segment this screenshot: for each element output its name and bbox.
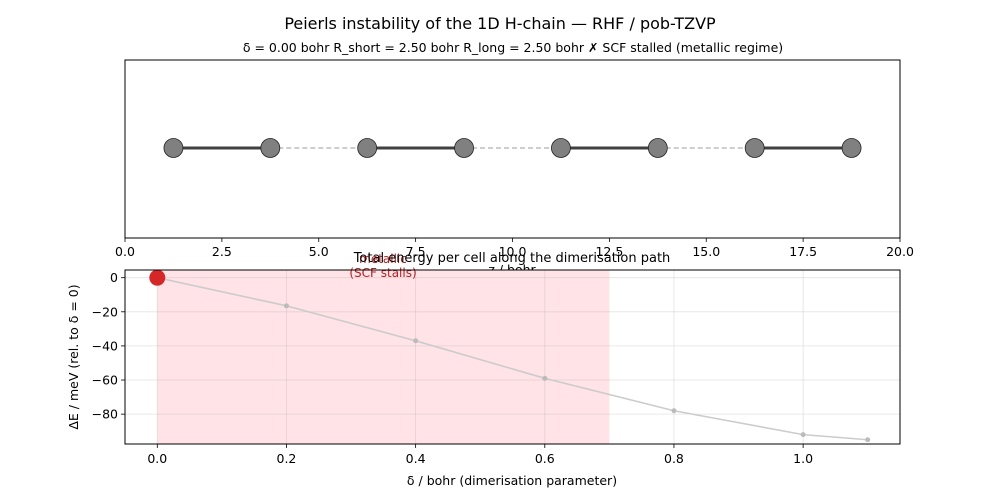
x-tick-label: 15.0 (692, 244, 720, 259)
energy-x-label: δ / bohr (dimerisation parameter) (407, 473, 617, 488)
figure-title: Peierls instability of the 1D H-chain — … (284, 14, 716, 33)
current-delta-marker (149, 269, 166, 286)
hydrogen-atom (454, 138, 474, 158)
hydrogen-atom (260, 138, 281, 158)
x-tick-label: 5.0 (309, 244, 329, 259)
hydrogen-atom (744, 138, 765, 158)
x-tick-label: 12.5 (595, 244, 623, 259)
x-tick-label: 2.5 (212, 244, 232, 259)
x-tick-label: 10.0 (499, 244, 527, 259)
energy-grid (125, 270, 900, 444)
x-tick-label: 0.0 (147, 451, 167, 466)
energy-point (542, 375, 548, 381)
hydrogen-atom (841, 138, 862, 158)
hydrogen-atom (357, 138, 378, 158)
energy-y-ticks: 0 −20 −40 −60 −80 (92, 270, 125, 422)
x-tick-label: 7.5 (406, 244, 426, 259)
hydrogen-atoms (163, 138, 862, 158)
energy-point (800, 432, 806, 438)
energy-point (671, 408, 677, 414)
metallic-region-label-line: metallic (359, 252, 407, 266)
y-tick-label: −60 (92, 373, 118, 388)
energy-y-label: ΔE / meV (rel. to δ = 0) (66, 284, 81, 429)
y-tick-label: −20 (92, 304, 118, 319)
x-tick-label: 20.0 (886, 244, 914, 259)
chain-x-ticks: 0.0 2.5 5.0 7.5 10.0 12.5 15.0 17.5 20.0 (115, 238, 914, 259)
energy-x-ticks: 0.0 0.2 0.4 0.6 0.8 1.0 (147, 444, 813, 466)
energy-point (283, 303, 289, 309)
metallic-region-label-line: (SCF stalls) (349, 266, 416, 280)
x-tick-label: 0.2 (277, 451, 297, 466)
chain-geometry-panel: 0.0 2.5 5.0 7.5 10.0 12.5 15.0 17.5 20.0 z / boh… (115, 59, 914, 277)
hydrogen-atom (163, 138, 184, 158)
x-tick-label: 17.5 (789, 244, 817, 259)
x-tick-label: 0.6 (535, 451, 555, 466)
status-line: δ = 0.00 bohr R_short = 2.50 bohr R_long… (243, 40, 783, 55)
energy-point (413, 338, 419, 344)
y-tick-label: 0 (110, 270, 118, 285)
x-tick-label: 0.4 (406, 451, 426, 466)
energy-panel-title: Total energy per cell along the dimerisa… (353, 251, 671, 266)
y-tick-label: −40 (92, 338, 118, 353)
x-tick-label: 1.0 (793, 451, 813, 466)
metallic-region-shading (157, 270, 610, 444)
energy-point (865, 437, 871, 443)
energy-path-panel: metallic (SCF stalls) 0.0 0.2 0.4 0.6 0.8 1.0 … (66, 251, 901, 488)
hydrogen-atom (647, 138, 668, 158)
x-tick-label: 0.8 (664, 451, 684, 466)
energy-axes-frame (124, 269, 901, 445)
x-tick-label: 0.0 (115, 244, 135, 259)
y-tick-label: −80 (92, 407, 118, 422)
hydrogen-atom (551, 138, 571, 158)
